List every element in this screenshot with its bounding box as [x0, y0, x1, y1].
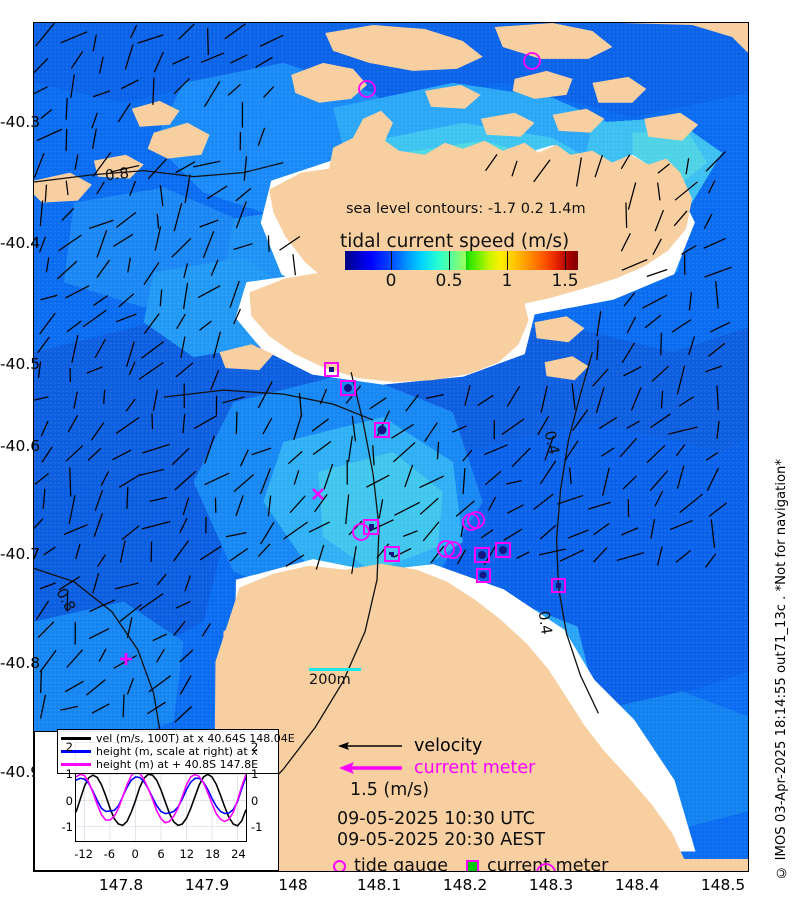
colorbar-tick-1.5: 1.5	[551, 271, 579, 291]
legend-swatch-height-blue	[61, 750, 91, 753]
legend-swatch-velocity	[61, 737, 91, 740]
timeseries-x-tick: 24	[231, 847, 246, 861]
colorbar-gradient	[345, 251, 578, 270]
legend-row-height-magenta: height (m) at + 40.8S 147.8E	[61, 758, 275, 771]
tide-gauge-markers	[352, 52, 556, 871]
colorbar-tick-0: 0	[385, 271, 397, 291]
current-meter-key-label: current meter	[414, 758, 536, 778]
y-tick-label: -40.8	[0, 654, 41, 672]
y-tick-label: -40.7	[0, 545, 41, 563]
timestamp-local: 09-05-2025 20:30 AEST	[337, 830, 546, 850]
credit-text: © IMOS 03-Apr-2025 18:14:55 out71_13c . …	[773, 459, 789, 880]
sea-level-contours-label: sea level contours: -1.7 0.2 1.4m	[346, 201, 586, 217]
velocity-key: velocity current meter 1.5 (m/s)	[336, 735, 535, 800]
velocity-key-row: velocity	[336, 735, 535, 757]
tide-gauge-key-label: tide gauge	[354, 856, 448, 872]
timeseries-x-tick: -6	[103, 847, 116, 861]
timeseries-y-tick-right: -1	[251, 820, 263, 835]
station-markers[interactable]	[34, 23, 749, 872]
tide-gauge-marker	[437, 540, 455, 558]
velocity-scale-label: 1.5 (m/s)	[350, 780, 430, 800]
current-meter-marker	[384, 546, 400, 562]
timeseries-legend: vel (m/s, 100T) at x 40.64S 148.04E heig…	[57, 729, 295, 774]
y-tick-label: -40.6	[0, 437, 41, 455]
y-tick-label: -40.5	[0, 355, 41, 373]
current-meter-marker	[363, 519, 379, 535]
timeseries-y-tick-left: -1	[61, 820, 73, 835]
velocity-arrow-icon	[338, 742, 402, 750]
colorbar-title: tidal current speed (m/s)	[340, 231, 570, 252]
x-tick-label: 148.1	[356, 876, 402, 894]
x-tick-label: 148.4	[614, 876, 660, 894]
x-tick-label: 148.2	[442, 876, 488, 894]
x-marker	[312, 488, 324, 500]
timeseries-x-tick: 0	[131, 847, 139, 861]
plus-marker	[120, 653, 132, 665]
x-tick-label: 148	[278, 876, 308, 894]
timeseries-x-tick: 12	[179, 847, 195, 861]
current-meter-key-row: current meter	[336, 757, 535, 779]
copyright-credit: © IMOS 03-Apr-2025 18:14:55 out71_13c . …	[770, 0, 792, 880]
legend-swatch-height-magenta	[61, 763, 91, 766]
scale-bar-label: 200m	[309, 672, 351, 688]
legend-row-height-blue: height (m, scale at right) at x	[61, 745, 275, 758]
timeseries-inset[interactable]: vel (m/s, 100T) at x 40.64S 148.04E heig…	[34, 729, 295, 871]
scale-bar: 200m	[309, 668, 361, 688]
timeseries-y-tick-right: 2	[251, 740, 259, 755]
y-tick-label: -40.9	[0, 763, 41, 781]
y-tick-label: -40.4	[0, 234, 41, 252]
timeseries-y-tick-left: 2	[65, 740, 73, 755]
current-meter-markers	[324, 362, 566, 593]
current-meter-marker	[324, 362, 339, 377]
timestamp-block: 09-05-2025 10:30 UTC 09-05-2025 20:30 AE…	[337, 809, 545, 851]
tide-gauge-marker	[444, 541, 462, 559]
x-tick-label: 147.9	[184, 876, 230, 894]
current-meter-marker	[551, 578, 566, 593]
south-landmass-fill	[223, 573, 683, 871]
colorbar-tick-labels: 0 0.5 1 1.5	[345, 271, 579, 293]
tide-gauge-marker	[523, 52, 541, 70]
tide-gauge-marker	[467, 511, 485, 529]
tide-gauge-icon	[333, 859, 346, 871]
current-meter-marker	[495, 542, 511, 558]
svg-text:0.4: 0.4	[535, 610, 556, 636]
legend-label-height-blue: height (m, scale at right) at x	[96, 745, 258, 758]
tide-gauge-marker	[352, 523, 370, 541]
central-island	[249, 268, 529, 383]
tide-gauge-marker	[358, 80, 376, 98]
x-tick-label: 148.3	[528, 876, 574, 894]
legend-row-velocity: vel (m/s, 100T) at x 40.64S 148.04E	[61, 732, 295, 745]
svg-text:0.4: 0.4	[541, 429, 564, 456]
timeseries-y-tick-right: 0	[251, 793, 259, 808]
colorbar: 0 0.5 1 1.5	[345, 251, 579, 293]
x-tick-label: 147.8	[98, 876, 144, 894]
current-meter-arrow-icon	[339, 762, 402, 774]
scale-bar-line	[309, 668, 361, 671]
timeseries-y-tick-left: 0	[65, 793, 73, 808]
current-meter-marker	[374, 422, 390, 438]
current-meter-marker	[474, 547, 490, 563]
tide-gauge-marker	[536, 863, 556, 871]
colorbar-tick-1: 1	[501, 271, 513, 291]
reference-point-markers	[120, 488, 324, 665]
current-meter-icon	[465, 859, 479, 871]
timeseries-y-tick-left: 1	[65, 767, 73, 781]
current-meter-marker	[476, 568, 491, 583]
colorbar-tick-0.5: 0.5	[435, 271, 463, 291]
timestamp-utc: 09-05-2025 10:30 UTC	[337, 809, 535, 829]
y-tick-label: -40.3	[0, 113, 41, 131]
legend-label-velocity: vel (m/s, 100T) at x 40.64S 148.04E	[96, 732, 295, 745]
timeseries-x-tick: -12	[74, 847, 93, 861]
timeseries-x-tick: 18	[205, 847, 220, 861]
velocity-key-label: velocity	[414, 736, 483, 756]
legend-label-height-magenta: height (m) at + 40.8S 147.8E	[96, 758, 259, 771]
x-tick-label: 148.5	[700, 876, 746, 894]
current-meter-marker	[340, 380, 356, 396]
timeseries-x-tick: 6	[157, 847, 165, 861]
timeseries-y-tick-right: 1	[251, 767, 259, 781]
